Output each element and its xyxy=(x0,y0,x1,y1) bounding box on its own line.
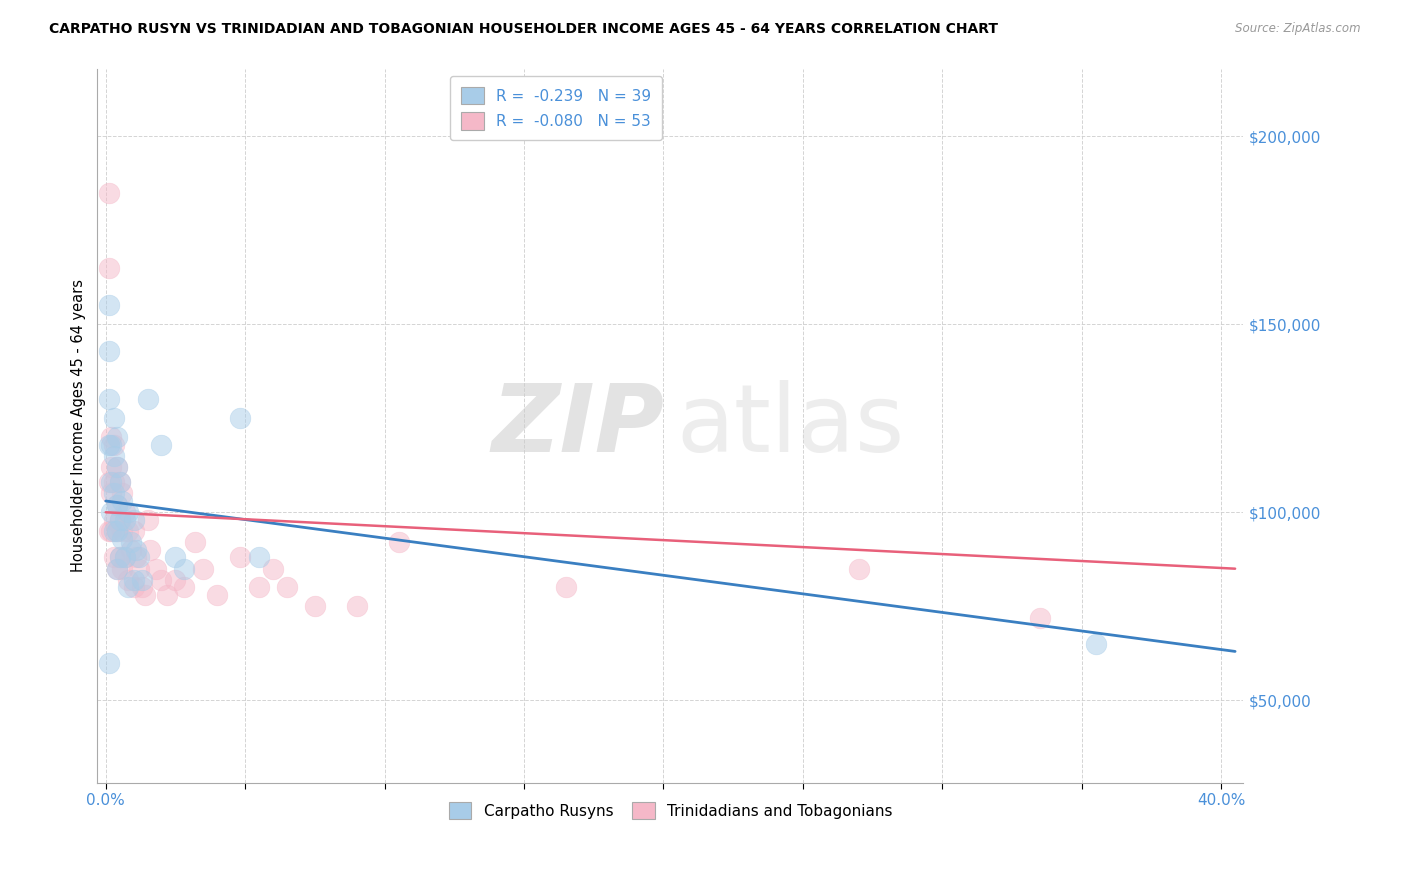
Point xyxy=(97,392,120,407)
Point xyxy=(111,524,134,538)
Point xyxy=(108,513,131,527)
Point xyxy=(1084,637,1107,651)
Point xyxy=(122,581,145,595)
Point xyxy=(100,505,122,519)
Point xyxy=(387,535,409,549)
Point xyxy=(128,562,150,576)
Point xyxy=(100,430,122,444)
Point xyxy=(97,186,120,200)
Point xyxy=(105,498,128,512)
Point xyxy=(111,532,134,546)
Point xyxy=(103,449,125,463)
Point xyxy=(131,573,153,587)
Point xyxy=(114,505,136,519)
Point xyxy=(554,581,576,595)
Point xyxy=(120,542,142,557)
Point xyxy=(122,573,145,587)
Point xyxy=(111,486,134,500)
Point xyxy=(111,562,134,576)
Point xyxy=(304,599,326,614)
Point xyxy=(117,573,139,587)
Point xyxy=(134,588,156,602)
Point xyxy=(97,524,120,538)
Text: atlas: atlas xyxy=(676,380,904,472)
Point xyxy=(103,411,125,425)
Point xyxy=(125,550,148,565)
Point xyxy=(150,437,173,451)
Point xyxy=(100,437,122,451)
Point xyxy=(108,513,131,527)
Point xyxy=(247,550,270,565)
Point xyxy=(97,343,120,358)
Point xyxy=(193,562,215,576)
Point xyxy=(103,550,125,565)
Point xyxy=(136,513,159,527)
Point xyxy=(145,562,167,576)
Point xyxy=(120,535,142,549)
Point xyxy=(165,550,187,565)
Y-axis label: Householder Income Ages 45 - 64 years: Householder Income Ages 45 - 64 years xyxy=(72,279,86,573)
Point xyxy=(105,562,128,576)
Point xyxy=(100,486,122,500)
Point xyxy=(228,411,250,425)
Point xyxy=(103,524,125,538)
Text: ZIP: ZIP xyxy=(492,380,665,472)
Point xyxy=(100,524,122,538)
Point xyxy=(139,542,162,557)
Point xyxy=(97,475,120,490)
Point xyxy=(165,573,187,587)
Point xyxy=(100,460,122,475)
Point xyxy=(173,581,195,595)
Point xyxy=(247,581,270,595)
Point xyxy=(276,581,298,595)
Point xyxy=(125,542,148,557)
Point xyxy=(262,562,284,576)
Point xyxy=(103,475,125,490)
Point xyxy=(114,550,136,565)
Point xyxy=(108,475,131,490)
Point xyxy=(207,588,229,602)
Point xyxy=(105,524,128,538)
Point xyxy=(114,513,136,527)
Point xyxy=(103,437,125,451)
Point xyxy=(111,494,134,508)
Point xyxy=(136,392,159,407)
Point xyxy=(228,550,250,565)
Point xyxy=(103,486,125,500)
Point xyxy=(108,550,131,565)
Text: CARPATHO RUSYN VS TRINIDADIAN AND TOBAGONIAN HOUSEHOLDER INCOME AGES 45 - 64 YEA: CARPATHO RUSYN VS TRINIDADIAN AND TOBAGO… xyxy=(49,22,998,37)
Point xyxy=(97,437,120,451)
Point xyxy=(105,498,128,512)
Point xyxy=(97,298,120,312)
Point xyxy=(97,656,120,670)
Point xyxy=(184,535,207,549)
Point xyxy=(100,475,122,490)
Point xyxy=(105,430,128,444)
Point xyxy=(103,513,125,527)
Point xyxy=(122,513,145,527)
Point xyxy=(97,260,120,275)
Point xyxy=(105,524,128,538)
Point xyxy=(105,562,128,576)
Point xyxy=(156,588,179,602)
Point xyxy=(131,581,153,595)
Point xyxy=(150,573,173,587)
Text: Source: ZipAtlas.com: Source: ZipAtlas.com xyxy=(1236,22,1361,36)
Point xyxy=(108,550,131,565)
Point xyxy=(848,562,870,576)
Point xyxy=(173,562,195,576)
Point xyxy=(105,460,128,475)
Point xyxy=(117,524,139,538)
Legend: Carpatho Rusyns, Trinidadians and Tobagonians: Carpatho Rusyns, Trinidadians and Tobago… xyxy=(443,796,898,825)
Point xyxy=(117,581,139,595)
Point xyxy=(114,550,136,565)
Point xyxy=(346,599,368,614)
Point xyxy=(117,505,139,519)
Point xyxy=(122,524,145,538)
Point xyxy=(105,460,128,475)
Point xyxy=(1029,610,1052,624)
Point xyxy=(128,550,150,565)
Point xyxy=(108,475,131,490)
